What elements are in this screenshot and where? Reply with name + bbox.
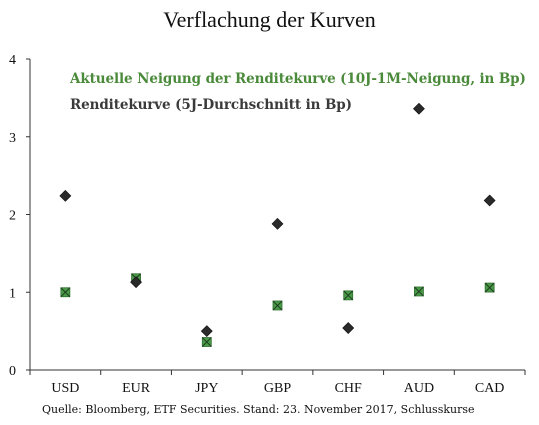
- x-tick-label-gbp: GBP: [264, 381, 291, 396]
- y-tick-label: 0: [9, 364, 16, 379]
- legend-entry-current-slope: Aktuelle Neigung der Renditekurve (10J-1…: [70, 71, 526, 87]
- x-tick-label-eur: EUR: [122, 381, 151, 396]
- point-five-year-average-gbp: [271, 217, 284, 230]
- x-tick-label-chf: CHF: [335, 381, 362, 396]
- point-five-year-average-aud: [413, 102, 425, 115]
- chart-title: Verflachung der Kurven: [163, 7, 376, 32]
- point-current-slope-jpy: [201, 337, 212, 347]
- y-tick-label: 1: [9, 286, 16, 301]
- x-tick-label-cad: CAD: [475, 381, 505, 396]
- y-tick-label: 3: [9, 131, 16, 146]
- y-tick-label: 2: [9, 209, 16, 224]
- y-tick-label: 4: [9, 53, 16, 68]
- legend-entry-five-year-average: Renditekurve (5J-Durchschnitt in Bp): [70, 97, 352, 113]
- chart-axes: 0 1 2 3 4 USD EUR JPY GBP CHF AUD CAD: [9, 53, 526, 396]
- point-five-year-average-jpy: [200, 325, 213, 338]
- point-current-slope-usd: [60, 287, 71, 298]
- point-current-slope-gbp: [272, 300, 283, 311]
- point-current-slope-chf: [343, 290, 354, 301]
- point-five-year-average-usd: [59, 189, 72, 202]
- point-five-year-average-chf: [342, 322, 355, 334]
- chart-marks: [59, 102, 496, 347]
- source-note: Quelle: Bloomberg, ETF Securities. Stand…: [42, 403, 475, 416]
- point-current-slope-aud: [414, 286, 424, 297]
- point-current-slope-cad: [484, 282, 495, 293]
- point-five-year-average-cad: [483, 194, 496, 207]
- x-tick-label-usd: USD: [51, 381, 79, 396]
- x-tick-label-jpy: JPY: [195, 381, 218, 396]
- point-five-year-average-eur: [130, 276, 142, 289]
- x-tick-label-aud: AUD: [404, 381, 434, 396]
